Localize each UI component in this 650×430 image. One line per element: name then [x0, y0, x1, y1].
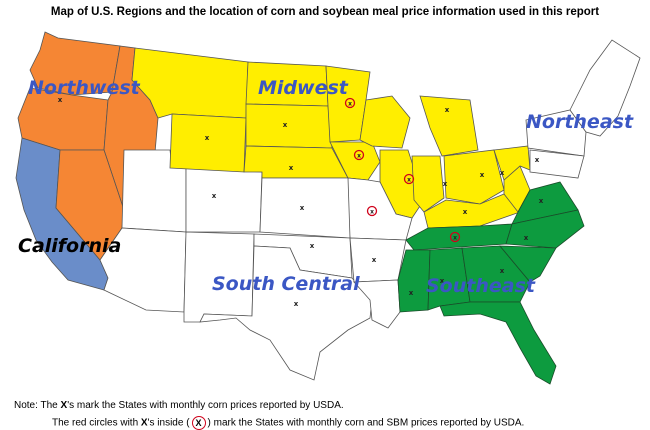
state-new-york: [525, 109, 587, 157]
map-title: Map of U.S. Regions and the location of …: [50, 6, 600, 18]
note-line-2-prefix: The red circles with: [52, 417, 141, 429]
note-line-1-suffix: 's mark the States with monthly corn pri…: [67, 400, 344, 411]
region-south-central: [199, 177, 407, 381]
x-marker: x: [524, 234, 529, 242]
x-marker: x: [445, 106, 450, 114]
note-line-2-x: X: [140, 417, 148, 429]
x-marker: x: [212, 192, 217, 200]
state-mississippi: [397, 249, 431, 313]
state-south-dakota: [245, 103, 333, 149]
state-new-jersey: [529, 149, 585, 179]
note-line-2-suffix: ) mark the States with monthly corn and …: [207, 417, 525, 429]
svg-text:x: x: [407, 177, 411, 184]
x-marker: x: [463, 208, 468, 216]
x-marker: x: [539, 197, 544, 205]
svg-text:x: x: [453, 235, 457, 242]
x-marker: x: [283, 121, 288, 129]
state-indiana: [411, 155, 445, 213]
region-label-south-central: South Central: [212, 273, 360, 295]
region-label-southeast: Southeast: [426, 275, 536, 297]
svg-text:x: x: [370, 209, 374, 216]
x-marker: x: [300, 204, 305, 212]
region-southeast: [397, 181, 585, 385]
circle-x-marker-minnesota: x: [344, 97, 356, 109]
state-ohio: [443, 149, 505, 205]
circle-x-marker-iowa: x: [353, 149, 365, 161]
note-line-2-middle: 's inside (: [147, 417, 190, 429]
note-line-1-x: X: [60, 400, 68, 411]
state-north-carolina: [505, 209, 585, 249]
state-colorado: [185, 167, 263, 233]
state-wyoming: [169, 113, 247, 173]
state-south-carolina: [499, 245, 557, 283]
state-georgia: [461, 245, 531, 303]
region-label-northwest: Northwest: [28, 77, 141, 99]
region-label-california: California: [18, 235, 121, 257]
corn-sbm-price-markers: x x x x x: [344, 97, 461, 243]
circle-x-marker-missouri: x: [366, 205, 378, 217]
svg-text:x: x: [357, 153, 361, 160]
state-michigan: [419, 95, 479, 157]
state-texas: [199, 245, 373, 381]
region-label-midwest: Midwest: [258, 77, 349, 99]
region-northeast: [525, 39, 641, 179]
x-marker: x: [310, 242, 315, 250]
x-marker: x: [440, 277, 445, 285]
state-pennsylvania: [493, 145, 531, 181]
circle-x-marker-tennessee: x: [449, 231, 461, 243]
circle-x-marker-illinois: x: [403, 173, 415, 185]
x-marker: x: [500, 169, 505, 177]
region-northwest: [17, 31, 159, 211]
x-marker: x: [500, 267, 505, 275]
state-florida: [439, 301, 557, 385]
x-marker: x: [205, 134, 210, 142]
svg-text:x: x: [348, 101, 352, 108]
x-marker: x: [294, 300, 299, 308]
state-kansas: [259, 177, 351, 239]
x-marker: x: [58, 96, 63, 104]
x-marker: x: [443, 180, 448, 188]
x-marker: x: [480, 171, 485, 179]
region-midwest: [131, 47, 531, 229]
x-marker: x: [409, 289, 414, 297]
x-marker: x: [289, 164, 294, 172]
note-line-1: Note: The X's mark the States with month…: [14, 400, 344, 411]
x-marker: x: [372, 256, 377, 264]
state-new-england: [569, 39, 641, 137]
region-label-northeast: Northeast: [526, 111, 634, 133]
x-marker: x: [535, 156, 540, 164]
corn-price-markers: x x x x x x x x x x x x x x x x x x x x: [58, 96, 544, 308]
state-wisconsin: [359, 95, 411, 149]
note-line-1-prefix: Note: The: [14, 400, 61, 411]
region-mountain-west: [99, 149, 263, 323]
